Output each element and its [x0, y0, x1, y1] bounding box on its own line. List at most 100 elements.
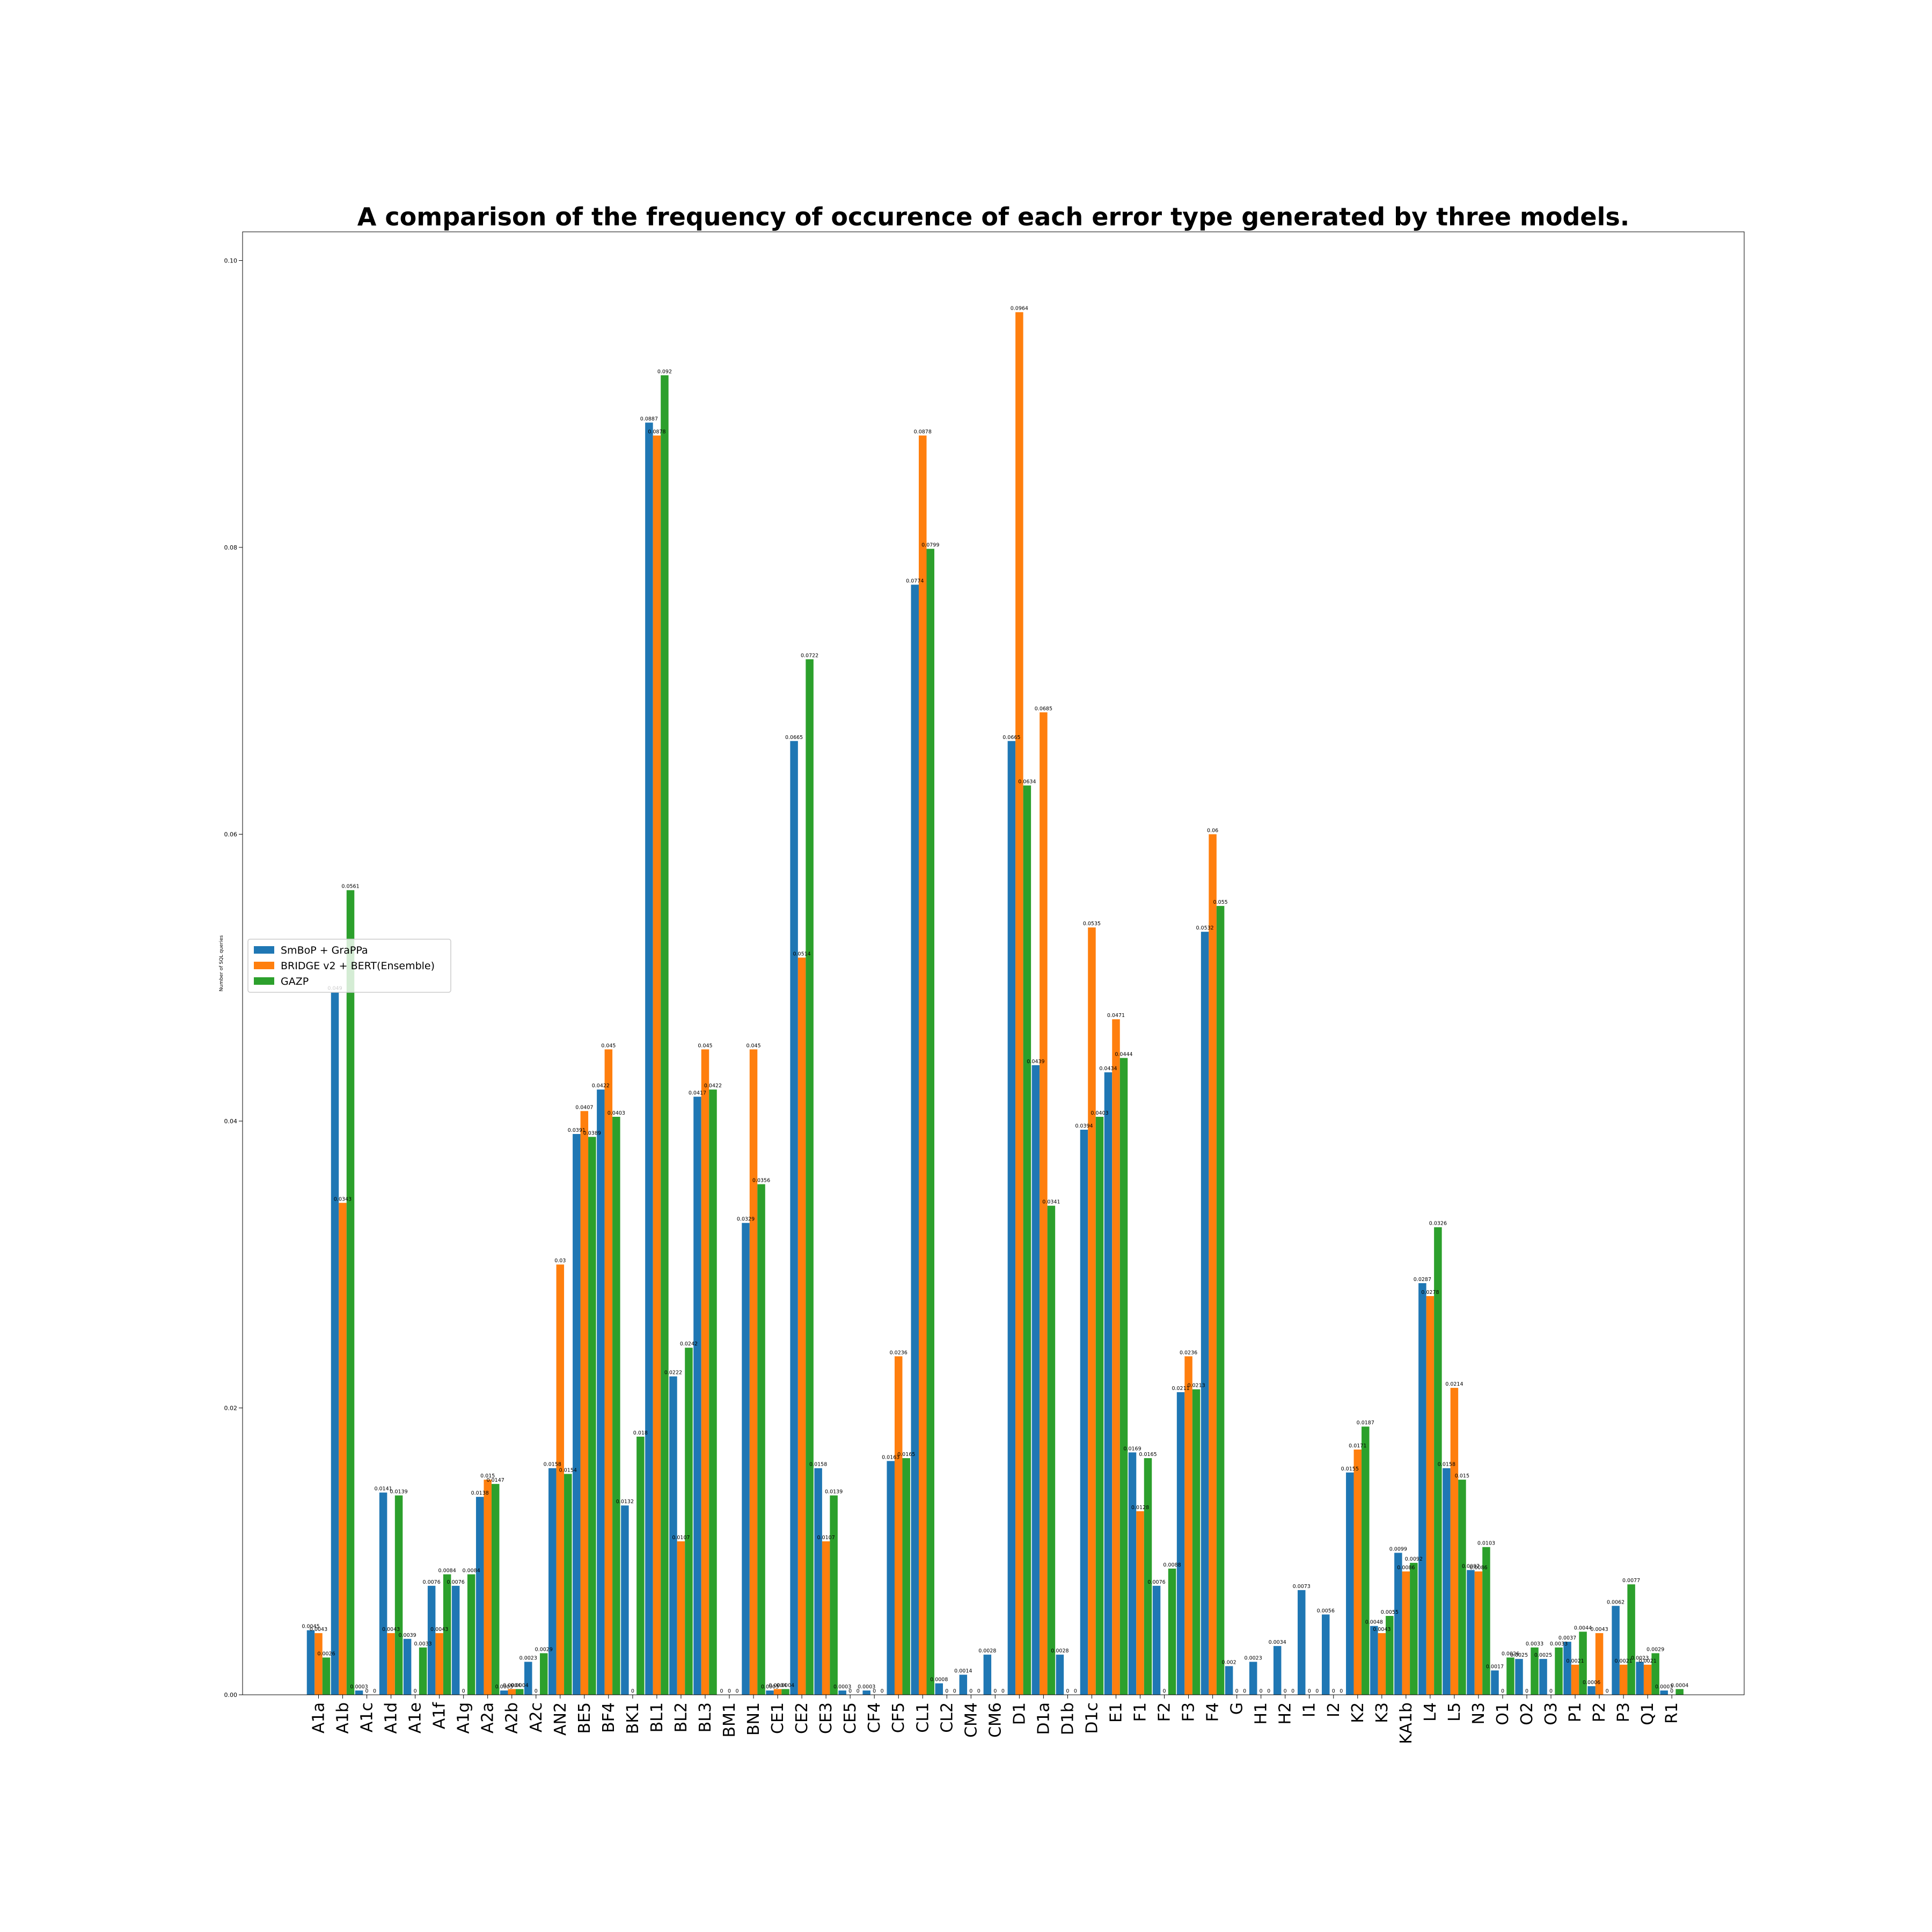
bar	[1482, 1547, 1490, 1695]
data-label: 0.0023	[1631, 1656, 1649, 1662]
data-label: 0	[1235, 1688, 1239, 1694]
x-tick-label: CE2	[793, 1702, 811, 1734]
data-label: 0.0004	[511, 1682, 529, 1688]
data-label: 0.0444	[1115, 1051, 1132, 1057]
data-label: 0.0006	[1583, 1680, 1600, 1686]
data-label: 0.0092	[1405, 1556, 1423, 1562]
bar	[1080, 1130, 1088, 1695]
bar	[1458, 1480, 1466, 1695]
bar	[322, 1657, 331, 1695]
data-label: 0	[857, 1688, 860, 1694]
data-label: 0.0535	[1083, 921, 1101, 927]
x-tick-label: A1f	[430, 1702, 449, 1730]
data-label: 0	[1001, 1688, 1005, 1694]
data-label: 0	[881, 1688, 884, 1694]
x-tick-label: CM6	[986, 1702, 1005, 1738]
bar	[862, 1690, 870, 1695]
x-tick-label: CL2	[938, 1702, 956, 1733]
bar	[419, 1647, 427, 1695]
data-label: 0.0222	[664, 1370, 682, 1376]
y-axis-label: Number of SQL queries	[219, 935, 224, 991]
bar	[1322, 1614, 1330, 1695]
data-label: 0	[1243, 1688, 1246, 1694]
data-label: 0.0878	[914, 429, 932, 435]
bar	[314, 1633, 323, 1695]
x-tick-label: CF4	[865, 1702, 884, 1733]
legend-box	[247, 939, 451, 993]
bar	[1362, 1426, 1370, 1695]
bar	[1119, 1058, 1128, 1695]
data-label: 0.0434	[1099, 1066, 1117, 1072]
y-tick-label: 0.02	[224, 1404, 238, 1411]
data-label: 0.0033	[1526, 1641, 1543, 1647]
bar	[331, 992, 339, 1695]
bar	[1595, 1633, 1604, 1695]
data-label: 0	[462, 1688, 465, 1694]
bar	[742, 1223, 750, 1695]
data-label: 0.0107	[817, 1535, 835, 1541]
data-label: 0.0634	[1018, 779, 1036, 785]
data-label: 0.0043	[382, 1627, 400, 1633]
x-tick-label: AN2	[551, 1702, 570, 1736]
data-label: 0.0147	[487, 1477, 504, 1483]
bar	[661, 375, 669, 1695]
bar	[1426, 1296, 1435, 1695]
bar	[1047, 1205, 1056, 1695]
data-label: 0.0139	[390, 1489, 407, 1495]
data-label: 0.0004	[503, 1682, 521, 1688]
data-label: 0.0722	[801, 653, 818, 658]
bar	[645, 422, 653, 1695]
data-label: 0.0158	[544, 1462, 561, 1468]
bar	[1088, 927, 1096, 1695]
data-label: 0	[1074, 1688, 1077, 1694]
data-label: 0.0213	[1187, 1383, 1205, 1389]
bar	[1643, 1664, 1652, 1695]
x-tick-label: L4	[1421, 1702, 1440, 1722]
data-label: 0.06	[1207, 828, 1218, 833]
data-label: 0.0878	[648, 429, 665, 435]
x-tick-label: A2a	[479, 1702, 497, 1733]
bar	[508, 1689, 516, 1695]
x-tick-label: A1c	[358, 1702, 377, 1732]
data-label: 0	[1549, 1688, 1553, 1694]
data-label: 0.0073	[1293, 1584, 1311, 1590]
bar	[1152, 1585, 1161, 1695]
data-label: 0.0076	[423, 1579, 441, 1585]
bar	[1128, 1452, 1137, 1695]
bar	[1515, 1659, 1523, 1695]
data-label: 0.0439	[1027, 1059, 1044, 1065]
bar	[515, 1689, 524, 1695]
bar	[475, 1497, 484, 1695]
data-label: 0.045	[746, 1043, 760, 1049]
bar	[346, 890, 355, 1695]
data-label: 0.0774	[906, 578, 924, 584]
data-label: 0.0391	[568, 1128, 586, 1133]
bar	[1660, 1690, 1668, 1695]
x-tick-label: A2c	[527, 1702, 546, 1732]
data-label: 0.0086	[1469, 1565, 1487, 1571]
data-label: 0	[953, 1688, 956, 1694]
bar	[1370, 1626, 1378, 1695]
data-label: 0.045	[601, 1043, 616, 1049]
data-label: 0.0394	[1075, 1123, 1093, 1129]
bar	[1474, 1571, 1483, 1695]
bar	[564, 1474, 572, 1695]
data-label: 0.0422	[704, 1083, 722, 1089]
data-label: 0.0021	[1614, 1658, 1632, 1664]
data-label: 0.0003	[1655, 1684, 1673, 1690]
x-tick-label: BL2	[672, 1702, 691, 1732]
bar	[1418, 1283, 1426, 1695]
data-label: 0.0532	[1196, 925, 1213, 931]
data-label: 0	[728, 1688, 731, 1694]
x-tick-label: CE5	[841, 1702, 860, 1734]
x-tick-label: F2	[1155, 1702, 1174, 1722]
data-label: 0	[1260, 1688, 1263, 1694]
data-label: 0.015	[480, 1473, 495, 1479]
bar	[1353, 1449, 1362, 1695]
x-tick-label: N3	[1469, 1702, 1488, 1725]
data-label: 0	[1284, 1688, 1287, 1694]
x-tick-label: K2	[1349, 1702, 1367, 1723]
data-label: 0	[1525, 1688, 1528, 1694]
bar	[1531, 1647, 1539, 1695]
